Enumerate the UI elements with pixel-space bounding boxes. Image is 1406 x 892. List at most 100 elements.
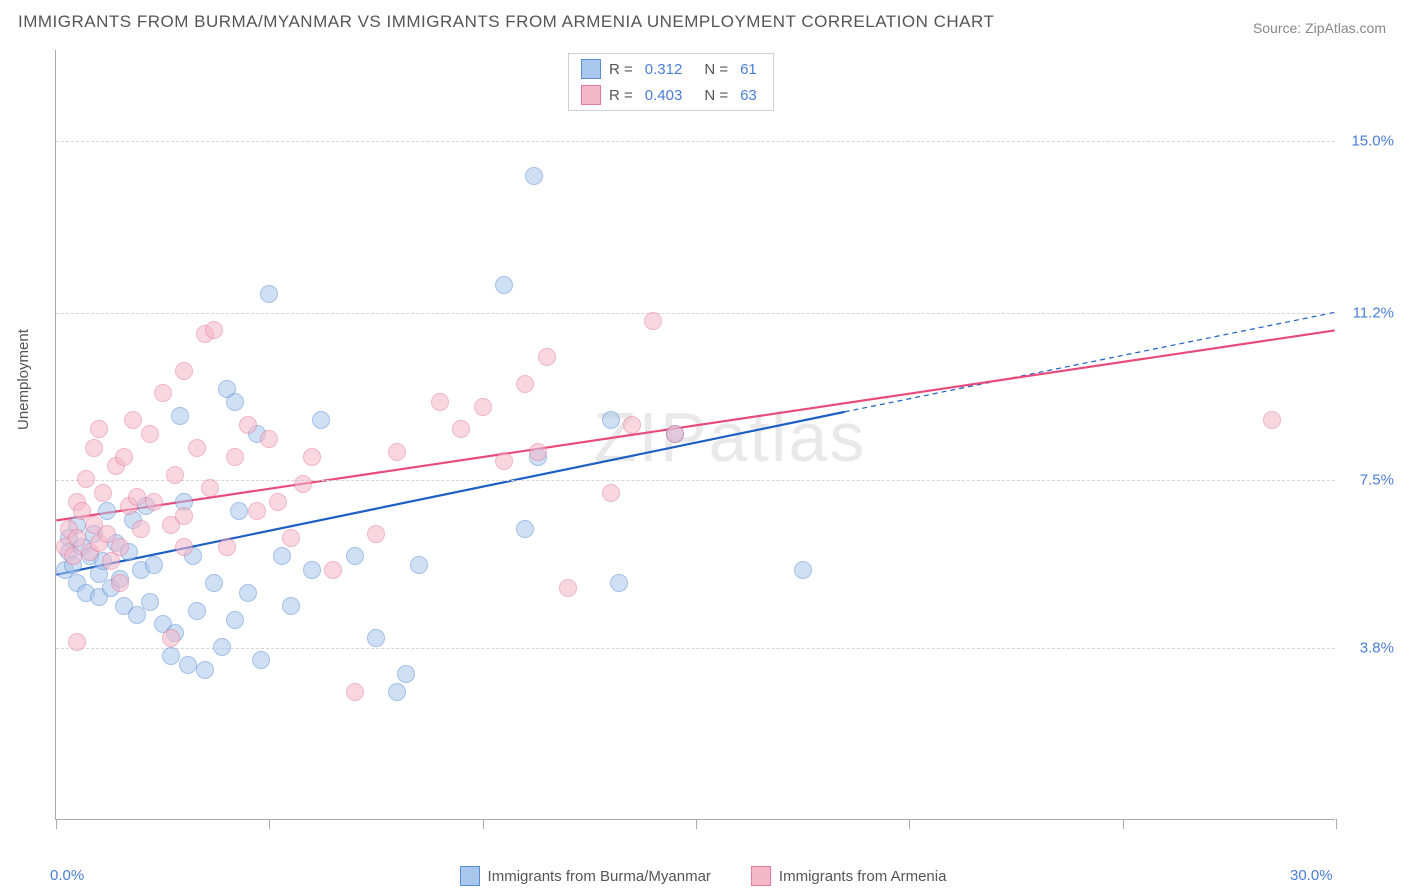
data-point-burma xyxy=(213,638,231,656)
chart-title: IMMIGRANTS FROM BURMA/MYANMAR VS IMMIGRA… xyxy=(18,12,994,32)
r-value-burma: 0.312 xyxy=(645,61,683,78)
data-point-burma xyxy=(794,561,812,579)
data-point-armenia xyxy=(90,420,108,438)
data-point-burma xyxy=(196,661,214,679)
data-point-armenia xyxy=(85,439,103,457)
legend-label-burma: Immigrants from Burma/Myanmar xyxy=(488,868,711,885)
x-tick xyxy=(1336,819,1337,829)
data-point-armenia xyxy=(128,488,146,506)
data-point-burma xyxy=(303,561,321,579)
data-point-armenia xyxy=(516,375,534,393)
r-label: R = xyxy=(609,61,633,78)
data-point-burma xyxy=(273,547,291,565)
data-point-armenia xyxy=(175,362,193,380)
data-point-armenia xyxy=(495,452,513,470)
data-point-burma xyxy=(516,520,534,538)
series-legend: Immigrants from Burma/Myanmar Immigrants… xyxy=(0,866,1406,886)
r-value-armenia: 0.403 xyxy=(645,87,683,104)
data-point-burma xyxy=(610,574,628,592)
data-point-burma xyxy=(312,411,330,429)
x-tick xyxy=(1123,819,1124,829)
source-attribution: Source: ZipAtlas.com xyxy=(1253,20,1386,36)
data-point-armenia xyxy=(188,439,206,457)
gridline xyxy=(56,141,1335,142)
data-point-armenia xyxy=(269,493,287,511)
data-point-armenia xyxy=(218,538,236,556)
data-point-burma xyxy=(388,683,406,701)
legend-row-burma: R = 0.312 N = 61 xyxy=(569,56,773,82)
correlation-legend: R =0.312N =61R =0.403N =63 xyxy=(568,53,774,111)
n-label: N = xyxy=(704,61,728,78)
data-point-armenia xyxy=(94,484,112,502)
data-point-burma xyxy=(525,167,543,185)
legend-item-burma: Immigrants from Burma/Myanmar xyxy=(460,866,711,886)
data-point-burma xyxy=(239,584,257,602)
data-point-armenia xyxy=(431,393,449,411)
data-point-armenia xyxy=(294,475,312,493)
y-tick-label: 3.8% xyxy=(1360,639,1394,656)
gridline xyxy=(56,313,1335,314)
x-tick xyxy=(483,819,484,829)
data-point-armenia xyxy=(132,520,150,538)
data-point-burma xyxy=(226,611,244,629)
data-point-armenia xyxy=(239,416,257,434)
data-point-burma xyxy=(602,411,620,429)
data-point-armenia xyxy=(111,538,129,556)
data-point-burma xyxy=(410,556,428,574)
data-point-burma xyxy=(346,547,364,565)
data-point-armenia xyxy=(474,398,492,416)
data-point-armenia xyxy=(248,502,266,520)
data-point-armenia xyxy=(205,321,223,339)
data-point-burma xyxy=(188,602,206,620)
data-point-burma xyxy=(230,502,248,520)
swatch-armenia-top xyxy=(581,85,601,105)
data-point-burma xyxy=(367,629,385,647)
data-point-armenia xyxy=(166,466,184,484)
y-tick-label: 11.2% xyxy=(1353,304,1394,321)
x-tick xyxy=(696,819,697,829)
legend-row-armenia: R =0.403N =63 xyxy=(569,82,773,108)
data-point-armenia xyxy=(1263,411,1281,429)
swatch-burma-top xyxy=(581,59,601,79)
gridline xyxy=(56,648,1335,649)
data-point-armenia xyxy=(77,470,95,488)
data-point-burma xyxy=(171,407,189,425)
n-label: N = xyxy=(704,87,728,104)
data-point-armenia xyxy=(324,561,342,579)
swatch-burma xyxy=(460,866,480,886)
chart-container: IMMIGRANTS FROM BURMA/MYANMAR VS IMMIGRA… xyxy=(0,0,1406,892)
y-tick-label: 7.5% xyxy=(1360,472,1394,489)
data-point-burma xyxy=(162,647,180,665)
data-point-armenia xyxy=(226,448,244,466)
legend-item-armenia: Immigrants from Armenia xyxy=(751,866,947,886)
data-point-armenia xyxy=(666,425,684,443)
x-tick xyxy=(56,819,57,829)
data-point-burma xyxy=(128,606,146,624)
data-point-armenia xyxy=(388,443,406,461)
data-point-armenia xyxy=(124,411,142,429)
x-tick xyxy=(269,819,270,829)
data-point-burma xyxy=(98,502,116,520)
swatch-armenia xyxy=(751,866,771,886)
x-tick xyxy=(909,819,910,829)
data-point-armenia xyxy=(175,538,193,556)
data-point-armenia xyxy=(452,420,470,438)
data-point-armenia xyxy=(529,443,547,461)
plot-area: ZIPatlas R =0.312N =61R =0.403N =63 xyxy=(55,50,1335,820)
data-point-armenia xyxy=(346,683,364,701)
data-point-armenia xyxy=(141,425,159,443)
data-point-armenia xyxy=(282,529,300,547)
n-value-burma: 61 xyxy=(740,61,757,78)
data-point-armenia xyxy=(623,416,641,434)
data-point-burma xyxy=(141,593,159,611)
data-point-burma xyxy=(145,556,163,574)
data-point-armenia xyxy=(154,384,172,402)
y-axis-label: Unemployment xyxy=(15,329,32,430)
data-point-armenia xyxy=(201,479,219,497)
data-point-armenia xyxy=(68,633,86,651)
trend-extrapolation-burma xyxy=(845,312,1335,412)
data-point-burma xyxy=(260,285,278,303)
data-point-armenia xyxy=(162,629,180,647)
data-point-armenia xyxy=(538,348,556,366)
data-point-armenia xyxy=(64,547,82,565)
